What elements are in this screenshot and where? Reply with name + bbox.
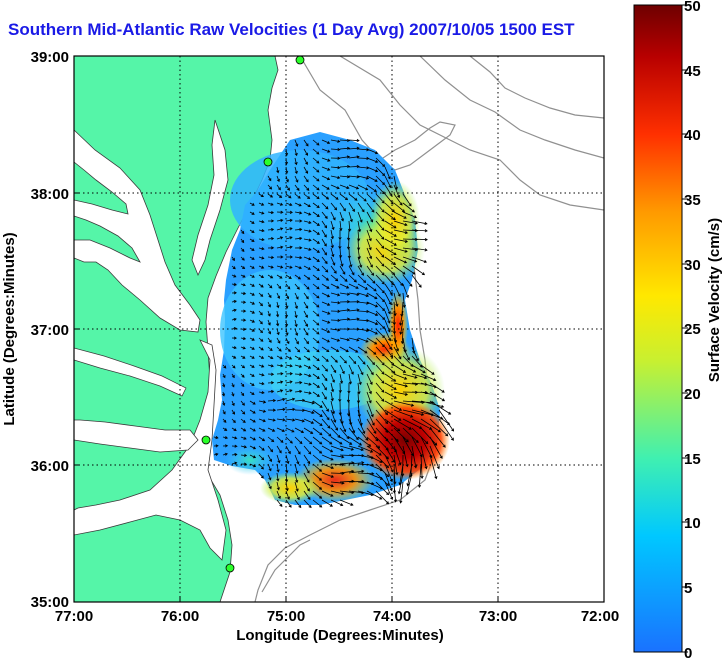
- colorbar-tick: 15: [684, 451, 701, 468]
- y-tick-label: 35:00: [31, 594, 69, 611]
- colorbar-tick: 30: [684, 257, 701, 274]
- colorbar: [633, 4, 683, 653]
- colorbar-tick: 5: [684, 580, 692, 597]
- x-tick-label: 73:00: [479, 608, 517, 625]
- x-tick-label: 76:00: [161, 608, 199, 625]
- colorbar-tick: 0: [684, 645, 692, 659]
- station-cape-may: [295, 56, 305, 65]
- x-tick-label: 72:00: [581, 608, 619, 625]
- velocity-arrows: [213, 138, 455, 509]
- y-tick-label: 36:00: [31, 458, 69, 475]
- y-tick-label: 37:00: [31, 322, 69, 339]
- map-grid: [74, 56, 604, 602]
- x-tick-label: 75:00: [267, 608, 305, 625]
- x-axis-label: Longitude (Degrees:Minutes): [236, 627, 444, 644]
- velocity-arrow-glyphs: [213, 138, 455, 509]
- colorbar-tick: 25: [684, 321, 701, 338]
- station-duck: [201, 435, 211, 445]
- station-hatteras: [225, 563, 235, 573]
- colorbar-tick: 35: [684, 192, 701, 209]
- map-title: Southern Mid-Atlantic Raw Velocities (1 …: [8, 20, 575, 39]
- pamlico-sound: [74, 339, 227, 561]
- upper-bay-channel: [191, 119, 229, 277]
- colorbar-label: Surface Velocity (cm/s): [706, 218, 723, 382]
- x-tick-label: 74:00: [373, 608, 411, 625]
- y-tick-label: 39:00: [31, 49, 69, 66]
- y-axis-label: Latitude (Degrees:Minutes): [1, 232, 18, 425]
- colorbar-tick: 50: [684, 0, 701, 15]
- colorbar-tick: 10: [684, 515, 701, 532]
- albemarle-sound: [74, 419, 199, 453]
- chesapeake-bay: [74, 129, 201, 333]
- y-tick-label: 38:00: [31, 186, 69, 203]
- velocity-field: [212, 132, 455, 509]
- colorbar-tick: 20: [684, 386, 701, 403]
- colorbar-tick: 45: [684, 63, 701, 80]
- x-tick-label: 77:00: [55, 608, 93, 625]
- colorbar-tick: 40: [684, 127, 701, 144]
- river-mouth: [74, 347, 187, 397]
- station-wildwood: [263, 157, 273, 167]
